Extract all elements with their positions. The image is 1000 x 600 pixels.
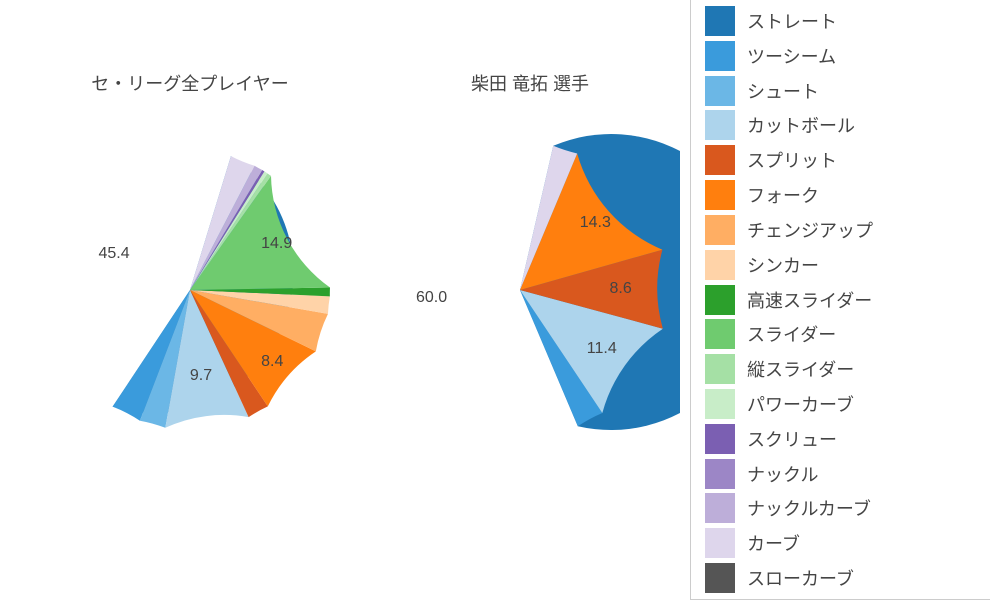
legend-label: シュート xyxy=(747,78,819,104)
legend-label: シンカー xyxy=(747,252,819,278)
legend-swatch xyxy=(705,145,735,175)
legend-item: ツーシーム xyxy=(705,41,990,71)
legend-swatch xyxy=(705,180,735,210)
legend-label: スライダー xyxy=(747,321,836,347)
legend-label: フォーク xyxy=(747,182,819,208)
legend-swatch xyxy=(705,285,735,315)
slice-label: 60.0 xyxy=(416,289,447,307)
legend-swatch xyxy=(705,563,735,593)
legend-swatch xyxy=(705,389,735,419)
legend-swatch xyxy=(705,319,735,349)
legend-item: スローカーブ xyxy=(705,563,990,593)
legend-swatch xyxy=(705,459,735,489)
legend-label: パワーカーブ xyxy=(747,391,854,417)
chart-title: セ・リーグ全プレイヤー xyxy=(50,70,330,96)
legend-swatch xyxy=(705,215,735,245)
legend-item: ナックルカーブ xyxy=(705,493,990,523)
legend-label: スローカーブ xyxy=(747,565,854,591)
slice-label: 45.4 xyxy=(98,245,129,263)
slice-label: 14.3 xyxy=(580,214,611,232)
legend-label: ナックル xyxy=(747,461,818,487)
legend-label: ストレート xyxy=(747,8,837,34)
chart-title: 柴田 竜拓 選手 xyxy=(390,70,670,96)
legend-item: カーブ xyxy=(705,528,990,558)
legend-label: ナックルカーブ xyxy=(747,495,871,521)
pie-charts-area: セ・リーグ全プレイヤー 45.4 9.7 8.4 14.9 柴田 竜拓 選手 60.0 11.… xyxy=(0,0,680,600)
chart-container: セ・リーグ全プレイヤー 45.4 9.7 8.4 14.9 柴田 竜拓 選手 60.0 11.… xyxy=(0,0,1000,600)
legend-label: 縦スライダー xyxy=(747,356,854,382)
legend-label: カーブ xyxy=(747,530,800,556)
legend-swatch xyxy=(705,110,735,140)
legend-label: ツーシーム xyxy=(747,43,836,69)
legend-swatch xyxy=(705,424,735,454)
legend-label: スクリュー xyxy=(747,426,837,452)
legend-item: シュート xyxy=(705,76,990,106)
legend-item: カットボール xyxy=(705,110,990,140)
legend-item: パワーカーブ xyxy=(705,389,990,419)
legend-swatch xyxy=(705,76,735,106)
legend-item: チェンジアップ xyxy=(705,215,990,245)
legend-item: スプリット xyxy=(705,145,990,175)
slice-label: 9.7 xyxy=(190,367,212,385)
slice-label: 8.6 xyxy=(610,280,632,298)
legend-swatch xyxy=(705,528,735,558)
legend-label: スプリット xyxy=(747,147,837,173)
slice-label: 11.4 xyxy=(587,340,617,358)
legend-item: ナックル xyxy=(705,459,990,489)
legend-item: ストレート xyxy=(705,6,990,36)
slice-label: 8.4 xyxy=(261,353,283,371)
legend-label: チェンジアップ xyxy=(747,217,873,243)
legend-swatch xyxy=(705,41,735,71)
legend-item: スクリュー xyxy=(705,424,990,454)
legend-label: カットボール xyxy=(747,112,855,138)
legend-item: シンカー xyxy=(705,250,990,280)
legend-swatch xyxy=(705,354,735,384)
legend-swatch xyxy=(705,493,735,523)
legend-item: 高速スライダー xyxy=(705,285,990,315)
legend-swatch xyxy=(705,6,735,36)
legend-item: フォーク xyxy=(705,180,990,210)
legend-swatch xyxy=(705,250,735,280)
legend-item: 縦スライダー xyxy=(705,354,990,384)
slice-label: 14.9 xyxy=(261,235,292,253)
legend-label: 高速スライダー xyxy=(747,287,872,313)
legend-item: スライダー xyxy=(705,319,990,349)
legend: ストレートツーシームシュートカットボールスプリットフォークチェンジアップシンカー… xyxy=(690,0,990,600)
